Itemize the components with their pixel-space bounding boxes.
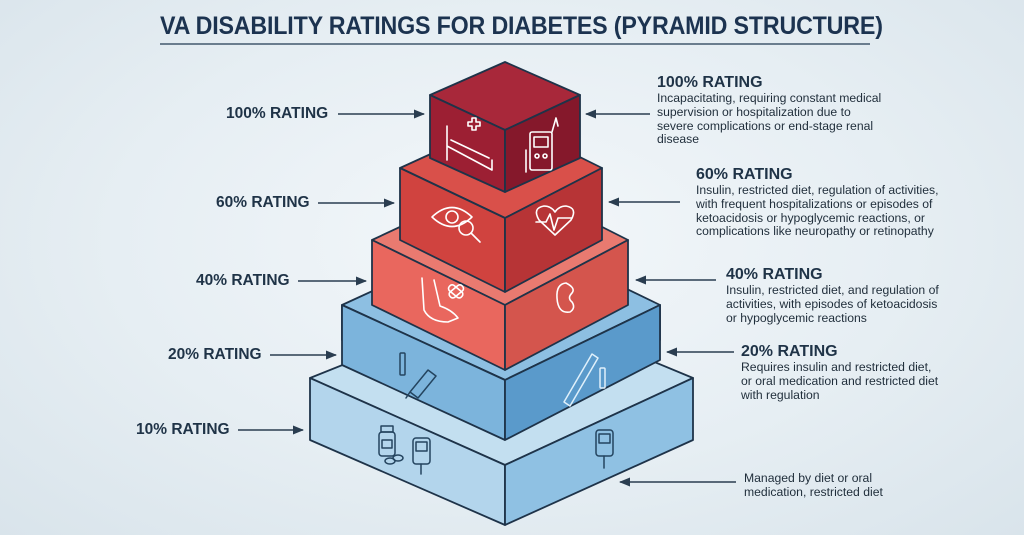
foot-bandage-icon bbox=[421, 277, 465, 323]
left-label-20: 20% RATING bbox=[168, 346, 262, 363]
description-line: medication, restricted diet bbox=[744, 484, 883, 499]
description-line: with regulation bbox=[741, 387, 820, 402]
pill-bottle-icon bbox=[378, 425, 404, 465]
insulin-pen-icon bbox=[563, 353, 606, 407]
description-line: supervision or hospitalization due to bbox=[657, 104, 851, 119]
left-label-100: 100% RATING bbox=[226, 105, 329, 122]
description-heading: 40% RATING bbox=[726, 266, 823, 283]
description-100: 100% RATING Incapacitating, requiring co… bbox=[657, 74, 881, 147]
eye-magnifier-icon bbox=[431, 206, 481, 243]
description-60: 60% RATING Insulin, restricted diet, reg… bbox=[696, 166, 939, 239]
glucose-meter-icon bbox=[412, 437, 431, 475]
description-heading: 60% RATING bbox=[696, 166, 793, 183]
left-label-10: 10% RATING bbox=[136, 421, 230, 438]
description-line: Requires insulin and restricted diet, bbox=[741, 360, 932, 374]
description-line: severe complications or end-stage renal bbox=[657, 118, 874, 133]
description-20: 20% RATING Requires insulin and restrict… bbox=[741, 343, 938, 402]
description-line: Insulin, restricted diet, and regulation… bbox=[726, 283, 939, 297]
description-line: ketoacidosis or hypoglycemic reactions, … bbox=[696, 210, 925, 225]
kidney-icon bbox=[556, 282, 575, 314]
left-label-40: 40% RATING bbox=[196, 272, 290, 289]
description-line: disease bbox=[657, 132, 700, 147]
description-line: complications like neuropathy or retinop… bbox=[696, 224, 934, 239]
description-line: activities, with episodes of ketoacidosi… bbox=[726, 296, 938, 311]
hospital-bed-icon bbox=[446, 117, 493, 171]
description-40: 40% RATING Insulin, restricted diet, and… bbox=[726, 266, 939, 325]
description-line: Incapacitating, requiring constant medic… bbox=[657, 91, 882, 105]
title-underline bbox=[160, 43, 870, 45]
test-strip-lancet-icon bbox=[399, 352, 437, 399]
description-line: or oral medication and restricted diet bbox=[741, 373, 939, 388]
tier-100-block bbox=[429, 61, 581, 193]
heart-pulse-icon bbox=[535, 205, 575, 236]
page-title: VA DISABILITY RATINGS FOR DIABETES (PYRA… bbox=[160, 12, 883, 40]
description-heading: 100% RATING bbox=[657, 74, 763, 91]
tier-20-block bbox=[341, 229, 661, 441]
description-line: Managed by diet or oral bbox=[744, 471, 873, 485]
left-label-60: 60% RATING bbox=[216, 194, 310, 211]
description-line: Insulin, restricted diet, regulation of … bbox=[696, 183, 939, 197]
description-line: or hypoglycemic reactions bbox=[726, 310, 867, 325]
description-line: with frequent hospitalizations or episod… bbox=[696, 196, 933, 211]
glucose-meter-icon bbox=[595, 429, 614, 469]
dialysis-machine-icon bbox=[525, 117, 559, 173]
description-heading: 20% RATING bbox=[741, 343, 838, 360]
description-10: Managed by diet or oral medication, rest… bbox=[744, 471, 883, 500]
